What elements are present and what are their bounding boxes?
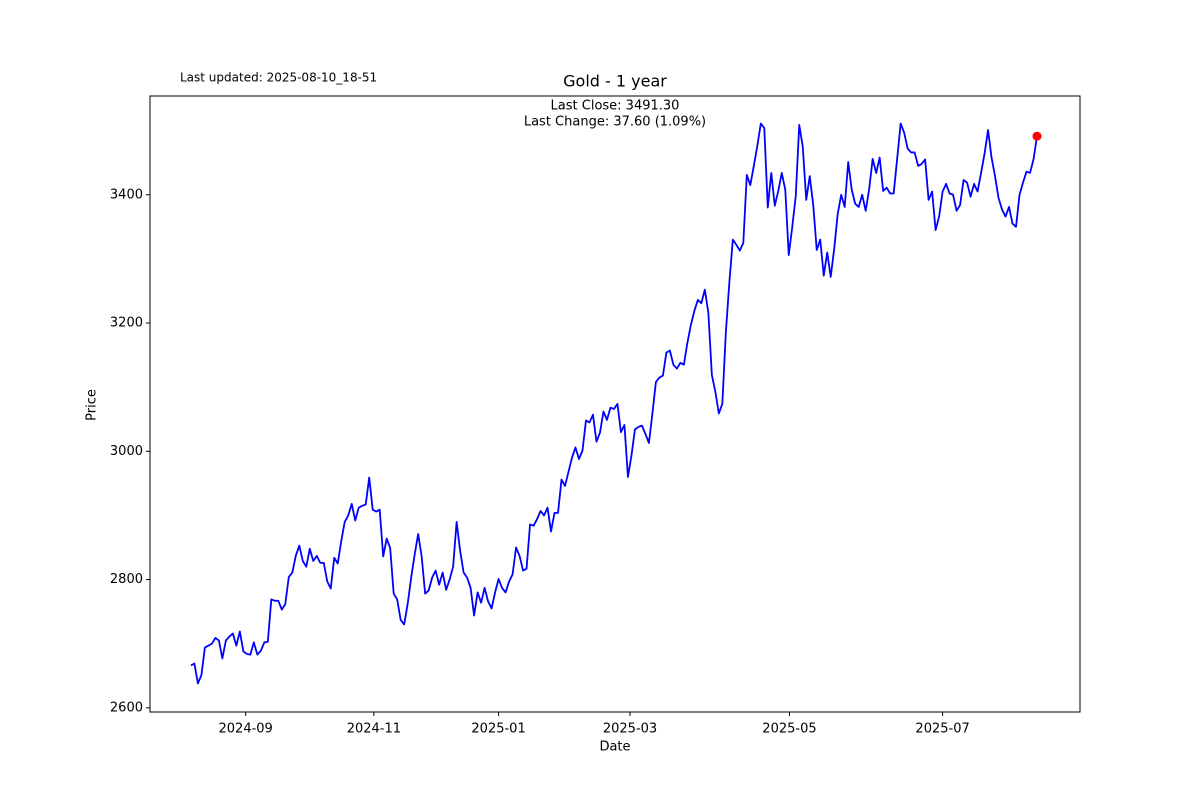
chart-title: Gold - 1 year [563, 72, 667, 91]
y-tick-label: 2600 [110, 700, 143, 715]
y-tick-label: 3000 [110, 444, 143, 459]
last-point [1032, 131, 1042, 141]
annotation: Last Close: 3491.30 [551, 99, 680, 114]
x-axis-label: Date [599, 740, 630, 755]
y-tick-label: 2800 [110, 572, 143, 587]
x-tick-label: 2025-07 [915, 722, 969, 737]
price-line [190, 122, 1038, 685]
x-tick-label: 2025-03 [603, 722, 657, 737]
x-tick-label: 2025-01 [471, 722, 525, 737]
y-axis-label: Price [85, 389, 100, 421]
annotation: Last Change: 37.60 (1.09%) [524, 115, 706, 130]
last-updated: Last updated: 2025-08-10_18-51 [180, 71, 377, 85]
x-tick-label: 2024-11 [347, 722, 401, 737]
x-tick-label: 2024-09 [219, 722, 273, 737]
plot-frame [149, 95, 1081, 713]
x-tick-label: 2025-05 [762, 722, 816, 737]
y-tick-label: 3200 [110, 316, 143, 331]
y-tick-label: 3400 [110, 187, 143, 202]
